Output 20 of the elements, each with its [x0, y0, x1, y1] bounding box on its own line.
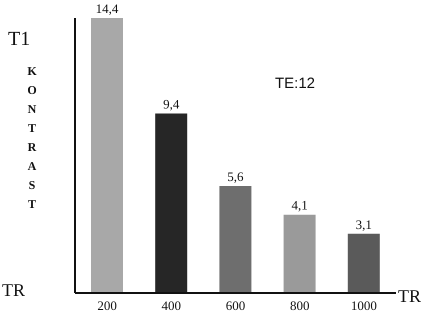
- data-label: 5,6: [227, 169, 244, 184]
- data-label: 4,1: [291, 198, 308, 213]
- bar: [348, 234, 380, 293]
- text: TR: [2, 280, 26, 301]
- x-tick-label: 400: [162, 298, 182, 314]
- text: T1: [8, 28, 30, 51]
- x-axis-title: TR: [398, 286, 422, 307]
- x-tick-label: 200: [97, 298, 117, 314]
- x-tick-label: 1000: [350, 298, 377, 314]
- annotation: TE:12: [275, 75, 316, 92]
- data-label: 14,4: [96, 1, 119, 16]
- bar: [284, 214, 316, 293]
- bar: [155, 113, 188, 293]
- bar: [219, 186, 252, 293]
- x-tick-label: 600: [226, 298, 246, 314]
- data-label: 9,4: [163, 96, 180, 112]
- y-axis-title: KONTRAST: [26, 63, 38, 213]
- x-tick-label: 800: [290, 298, 310, 314]
- data-label: 3,1: [356, 216, 372, 232]
- bar: [91, 18, 123, 293]
